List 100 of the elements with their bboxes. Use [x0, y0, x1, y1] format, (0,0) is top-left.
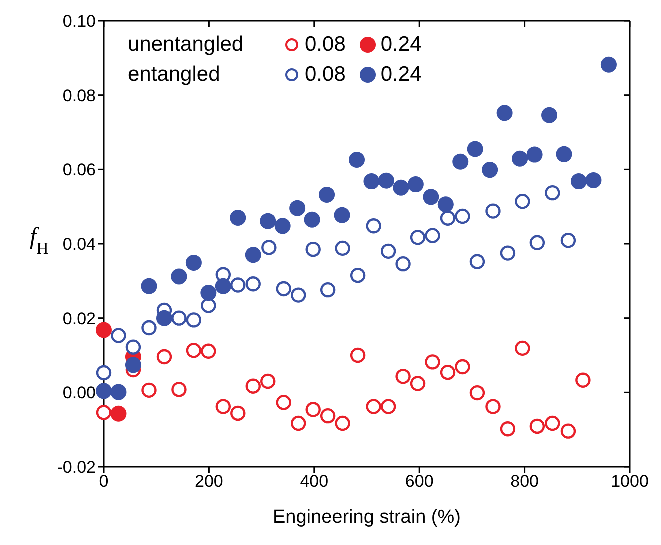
y-tick-label: 0.02 [62, 309, 96, 328]
point [276, 281, 292, 297]
point [201, 298, 216, 314]
x-tick-label: 600 [405, 472, 434, 492]
point [542, 107, 558, 124]
x-tick-label: 400 [300, 472, 329, 492]
point [500, 246, 516, 261]
x-tick-label: 200 [195, 472, 224, 492]
point [260, 213, 276, 230]
point [482, 162, 498, 178]
point [186, 343, 202, 358]
point [570, 174, 587, 190]
point [576, 372, 591, 388]
point [366, 399, 382, 414]
point [186, 254, 202, 271]
point [230, 406, 246, 422]
point [96, 383, 112, 400]
point [96, 322, 112, 338]
point [410, 376, 426, 392]
point [334, 207, 350, 224]
point [172, 382, 187, 398]
point [515, 194, 530, 210]
point [335, 240, 350, 256]
point [262, 240, 277, 256]
point [320, 408, 336, 424]
point [545, 185, 560, 201]
point [245, 247, 262, 264]
x-axis-title: Engineering strain (%) [273, 507, 461, 528]
point [380, 244, 396, 260]
point [586, 172, 602, 188]
point [396, 369, 411, 384]
point [96, 405, 112, 420]
point [246, 276, 261, 292]
point [260, 374, 276, 390]
point [142, 382, 157, 398]
point [440, 210, 456, 226]
point [470, 254, 486, 270]
point [141, 278, 158, 294]
point [556, 146, 572, 162]
point [530, 418, 546, 434]
point [125, 357, 142, 374]
point [216, 399, 231, 414]
legend-label: 0.08 [305, 33, 346, 57]
point [512, 150, 528, 167]
point [366, 218, 382, 234]
point [455, 208, 470, 224]
point [291, 288, 306, 303]
point [274, 218, 291, 234]
point [215, 278, 232, 294]
point [111, 328, 126, 344]
point [396, 256, 411, 272]
point [496, 105, 513, 122]
point [96, 365, 112, 381]
y-tick-label: 0.08 [62, 86, 96, 106]
point [291, 416, 306, 432]
point [276, 395, 292, 410]
point [545, 416, 560, 432]
point [142, 320, 157, 336]
annotation: entangled [128, 63, 222, 87]
x-tick-label: 0 [99, 472, 109, 492]
point [470, 385, 486, 401]
annotation: unentangled [128, 33, 245, 57]
y-tick-label: 0.06 [62, 160, 96, 180]
y-tick-label: 0.10 [62, 12, 96, 32]
point [425, 354, 440, 370]
point [110, 406, 127, 422]
point [526, 146, 543, 163]
point [378, 172, 394, 189]
point [380, 399, 396, 414]
point [560, 424, 576, 439]
point [200, 285, 217, 302]
y-tick-label: 0.00 [62, 384, 96, 403]
x-tick-label: 800 [510, 472, 539, 492]
x-tick-label: 1000 [611, 472, 649, 492]
point [156, 349, 172, 365]
point [306, 402, 321, 418]
y-tick-label: -0.02 [57, 458, 96, 478]
y-axis-title: f$_{H}$ [30, 224, 49, 258]
point [172, 310, 187, 326]
point [350, 268, 366, 284]
legend-label: 0.24 [380, 33, 422, 57]
point [201, 344, 216, 360]
point [408, 176, 424, 193]
point [319, 186, 336, 203]
point [530, 235, 546, 250]
point [126, 340, 142, 355]
point [486, 204, 501, 219]
point [320, 282, 336, 298]
point [186, 312, 202, 328]
point [515, 340, 530, 356]
point [440, 364, 456, 380]
point [486, 399, 501, 414]
point [171, 268, 188, 285]
point [500, 421, 516, 437]
point [364, 174, 380, 190]
y-tick-label: 0.04 [62, 235, 96, 254]
point [246, 378, 261, 394]
point [410, 230, 426, 246]
point [349, 152, 366, 168]
legend-label: 0.24 [380, 63, 422, 87]
